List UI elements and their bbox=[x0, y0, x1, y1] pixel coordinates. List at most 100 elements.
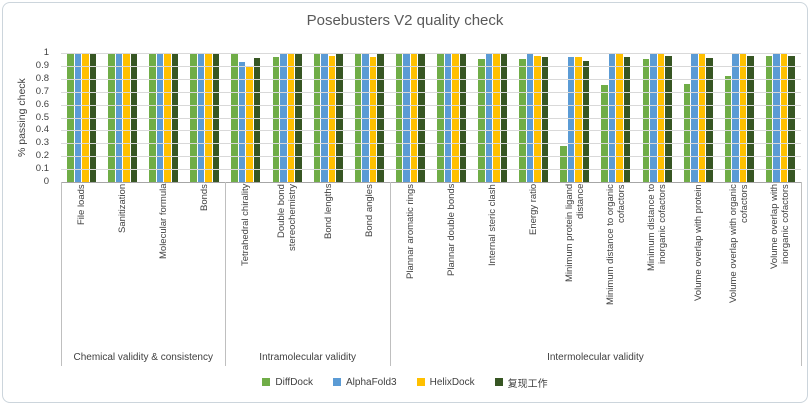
bar-DiffDock bbox=[683, 84, 691, 182]
legend-label: DiffDock bbox=[275, 376, 313, 388]
legend-item-HelixDock: HelixDock bbox=[416, 376, 475, 388]
bar-HelixDock bbox=[369, 57, 377, 182]
bar-group bbox=[554, 53, 595, 182]
category-cell: Minimum distance to inorganic cofactors bbox=[637, 184, 678, 336]
category-cell: Minimum distance to organic cofactors bbox=[595, 184, 636, 336]
bar-AlphaFold3 bbox=[238, 62, 246, 182]
category-label: Internal steric clash bbox=[487, 184, 499, 266]
y-tick-label: 0.2 bbox=[35, 150, 49, 162]
category-label: Plannar double bonds bbox=[446, 184, 458, 277]
bar-复现工作 bbox=[747, 56, 754, 182]
bar-DiffDock bbox=[601, 85, 608, 182]
bar-DiffDock bbox=[519, 59, 526, 182]
bar-DiffDock bbox=[765, 56, 773, 182]
legend-swatch-icon bbox=[262, 378, 271, 386]
category-cell: Energy ratio bbox=[513, 184, 554, 336]
y-tick-label: 0.3 bbox=[35, 137, 49, 149]
section-divider-line bbox=[225, 182, 227, 366]
gridline bbox=[61, 65, 801, 67]
bar-复现工作 bbox=[541, 57, 549, 182]
category-cell: Bonds bbox=[184, 184, 225, 336]
y-tick-label: 0 bbox=[43, 176, 49, 187]
gridline bbox=[61, 130, 801, 132]
y-tick-label: 0.9 bbox=[35, 59, 49, 71]
category-label: Volume overlap with protein bbox=[692, 184, 704, 301]
section-divider-line bbox=[389, 182, 391, 366]
legend-item-复现工作: 复现工作 bbox=[494, 375, 548, 390]
gridline bbox=[61, 91, 801, 93]
gridline bbox=[61, 143, 801, 145]
category-label: Sanitization bbox=[117, 184, 129, 234]
category-label: Minimum distance to inorganic cofactors bbox=[646, 184, 669, 272]
category-cell: Sanitization bbox=[102, 184, 143, 336]
bar-复现工作 bbox=[623, 57, 631, 182]
category-cell: Molecular formula bbox=[143, 184, 184, 336]
y-tick-label: 0.5 bbox=[35, 111, 49, 123]
category-label: Double bond stereochemistry bbox=[276, 184, 299, 252]
plot-area bbox=[61, 53, 801, 183]
gridline bbox=[61, 53, 801, 54]
category-label: File loads bbox=[76, 184, 88, 225]
section-label: Chemical validity & consistency bbox=[73, 352, 213, 363]
section-divider-line bbox=[801, 182, 802, 366]
category-label: Volume overlap with inorganic cofactors bbox=[769, 184, 792, 270]
bar-DiffDock bbox=[560, 146, 567, 182]
bar-DiffDock bbox=[272, 57, 280, 182]
bar-DiffDock bbox=[642, 59, 650, 182]
gridline bbox=[61, 156, 801, 158]
category-cell: Double bond stereochemistry bbox=[267, 184, 308, 336]
x-axis-line bbox=[61, 182, 801, 183]
y-tick-label: 0.4 bbox=[35, 124, 49, 136]
bar-HelixDock bbox=[328, 56, 336, 182]
category-label: Plannar aromatic rings bbox=[404, 184, 416, 280]
category-cell: Bond angles bbox=[349, 184, 390, 336]
legend-label: HelixDock bbox=[429, 376, 475, 388]
bar-复现工作 bbox=[253, 58, 261, 182]
bar-DiffDock bbox=[724, 76, 732, 182]
category-label: Bond angles bbox=[363, 184, 375, 237]
category-label: Bonds bbox=[199, 184, 211, 211]
chart-title: Posebusters V2 quality check bbox=[306, 12, 504, 29]
category-label: Volume overlap with organic cofactors bbox=[728, 184, 751, 303]
y-tick-label: 1 bbox=[43, 47, 49, 58]
category-label: Molecular formula bbox=[158, 184, 170, 260]
y-tick-label: 0.7 bbox=[35, 85, 49, 97]
category-cell: File loads bbox=[61, 184, 102, 336]
y-axis-tick-labels: 1 0.9 0.8 0.7 0.6 0.5 0.4 0.3 0.2 0.1 0 bbox=[3, 48, 55, 187]
bar-HelixDock bbox=[534, 56, 541, 182]
y-tick-label: 0.1 bbox=[35, 163, 49, 175]
category-cell: Bond lengths bbox=[308, 184, 349, 336]
bar-AlphaFold3 bbox=[567, 57, 575, 182]
gridline bbox=[61, 117, 801, 119]
axis-section-labels: Chemical validity & consistency Intramole… bbox=[61, 341, 801, 365]
legend-item-DiffDock: DiffDock bbox=[262, 377, 313, 388]
chart-legend: DiffDock AlphaFold3 HelixDock 复现工作 bbox=[3, 371, 807, 393]
category-axis-labels: File loads Sanitization Molecular formula B… bbox=[61, 184, 801, 336]
section-label: Intermolecular validity bbox=[547, 352, 644, 363]
category-cell: Volume overlap with protein bbox=[678, 184, 719, 336]
legend-label: AlphaFold3 bbox=[346, 376, 397, 388]
category-cell: Volume overlap with inorganic cofactors bbox=[760, 184, 801, 336]
section-label: Intramolecular validity bbox=[259, 352, 357, 363]
gridline bbox=[61, 78, 801, 80]
category-cell: Internal steric clash bbox=[472, 184, 513, 336]
bar-复现工作 bbox=[665, 56, 672, 182]
bar-HelixDock bbox=[575, 57, 582, 182]
y-tick-label: 0.8 bbox=[35, 72, 49, 84]
category-cell: Plannar aromatic rings bbox=[390, 184, 431, 336]
bar-复现工作 bbox=[788, 56, 795, 182]
section-divider-line bbox=[61, 182, 62, 366]
legend-swatch-icon bbox=[416, 378, 425, 386]
bar-复现工作 bbox=[706, 58, 713, 182]
legend-item-AlphaFold3: AlphaFold3 bbox=[333, 377, 397, 388]
category-label: Minimum distance to organic cofactors bbox=[604, 184, 627, 305]
legend-label: 复现工作 bbox=[507, 378, 548, 390]
bar-复现工作 bbox=[582, 61, 590, 182]
category-cell: Volume overlap with organic cofactors bbox=[719, 184, 760, 336]
category-cell: Plannar double bonds bbox=[431, 184, 472, 336]
category-label: Bond lengths bbox=[322, 184, 334, 240]
legend-swatch-icon bbox=[333, 378, 341, 386]
y-tick-label: 0.6 bbox=[35, 98, 49, 110]
bar-DiffDock bbox=[478, 59, 485, 182]
